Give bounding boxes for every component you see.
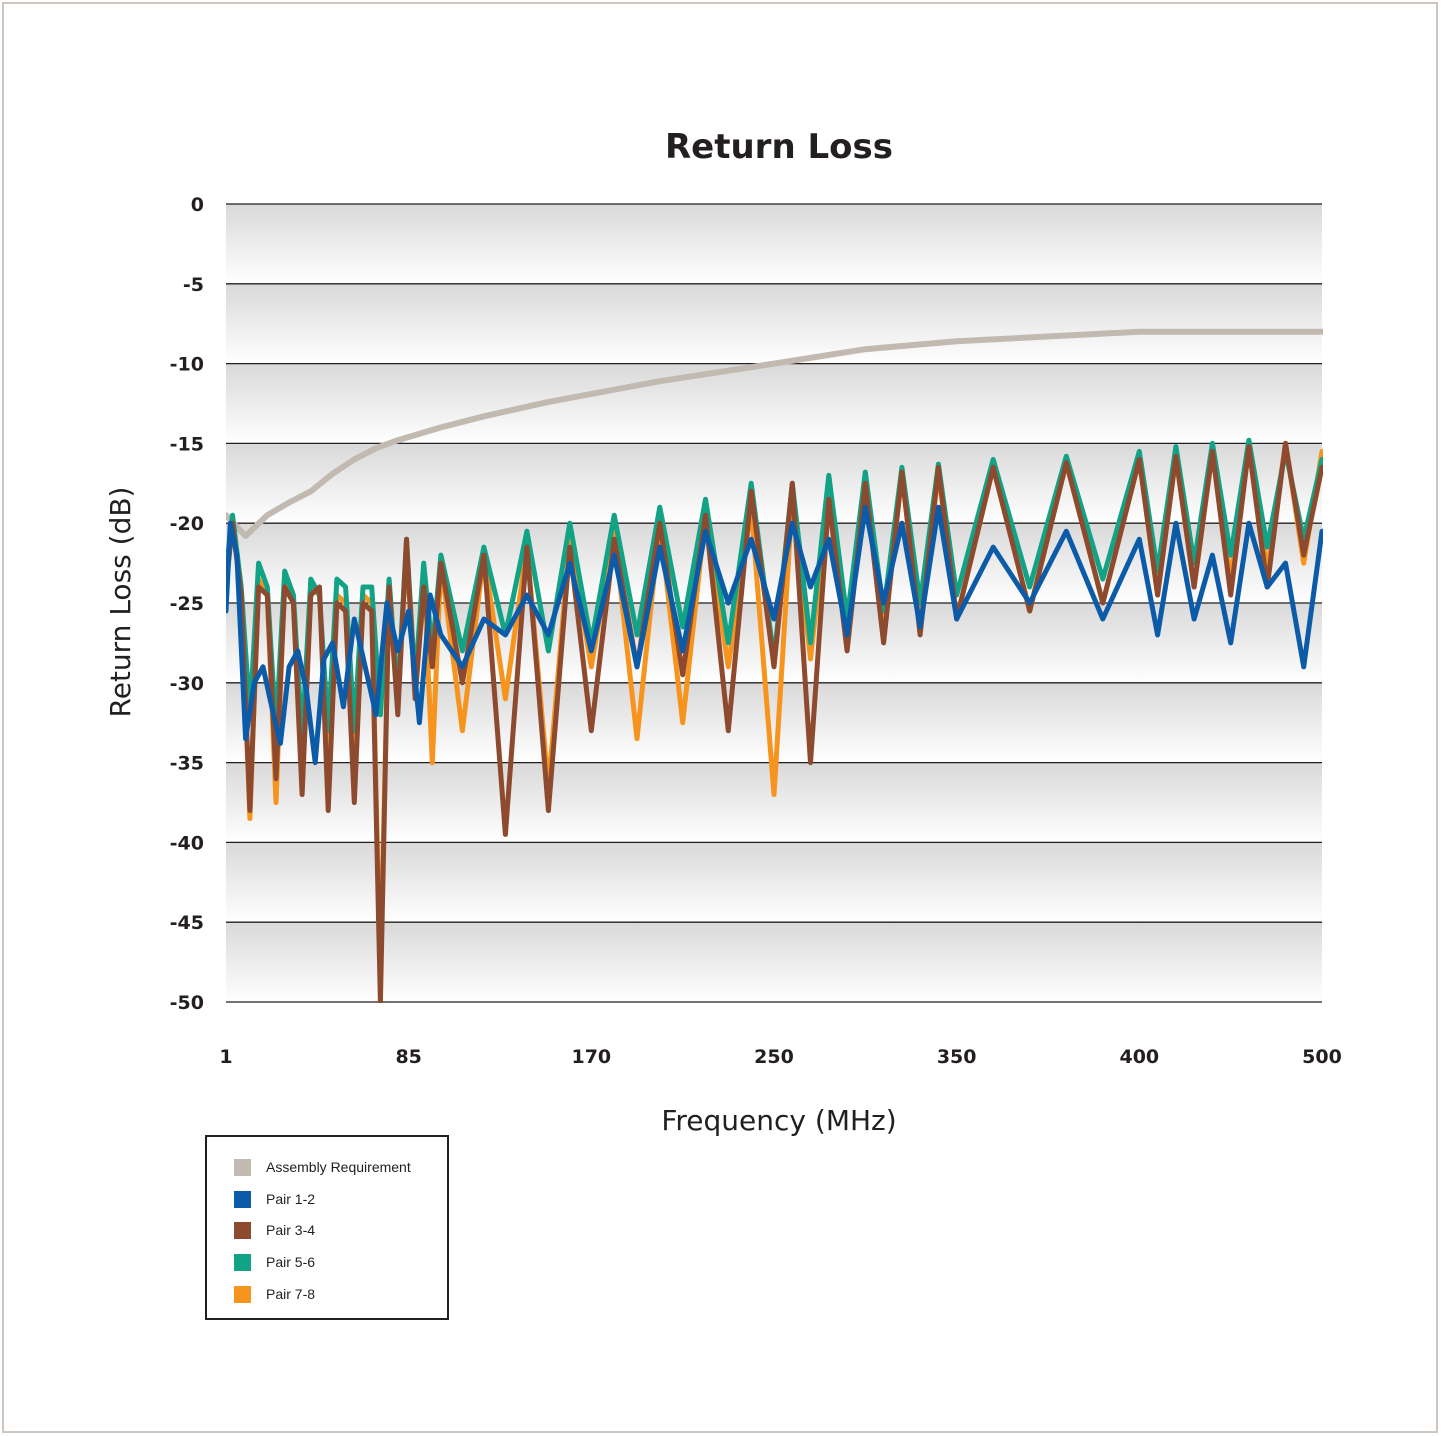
y-tick-label: -30 xyxy=(170,673,204,695)
y-tick-label: -10 xyxy=(170,354,204,376)
y-tick-label: -50 xyxy=(170,992,204,1014)
x-tick-label: 350 xyxy=(937,1046,977,1068)
legend-item-pair-7-8: Pair 7-8 xyxy=(234,1284,315,1304)
legend-swatch xyxy=(234,1191,251,1208)
x-tick-label: 250 xyxy=(754,1046,794,1068)
x-tick-label: 1 xyxy=(219,1046,232,1068)
x-axis-ticks: 1 85 170 250 350 400 500 xyxy=(219,1046,1341,1068)
y-tick-label: -5 xyxy=(183,274,204,296)
legend-item-pair-5-6: Pair 5-6 xyxy=(234,1252,315,1272)
legend-swatch xyxy=(234,1286,251,1303)
plot-band xyxy=(226,364,1322,444)
y-tick-label: -25 xyxy=(170,593,204,615)
plot-band xyxy=(226,842,1322,922)
plot-band xyxy=(226,922,1322,1002)
plot-band xyxy=(226,284,1322,364)
x-axis-label: Frequency (MHz) xyxy=(661,1104,896,1137)
plot-band xyxy=(226,443,1322,523)
legend-item-assembly-requirement: Assembly Requirement xyxy=(234,1157,411,1177)
x-tick-label: 500 xyxy=(1302,1046,1342,1068)
y-tick-label: 0 xyxy=(191,194,204,216)
plot-band xyxy=(226,683,1322,763)
y-tick-label: -20 xyxy=(170,513,204,535)
y-axis-ticks: 0 -5 -10 -15 -20 -25 -30 -35 -40 -45 -50 xyxy=(170,194,204,1014)
legend-swatch xyxy=(234,1254,251,1271)
plot-band xyxy=(226,204,1322,284)
legend-label: Assembly Requirement xyxy=(266,1159,411,1175)
legend-swatch xyxy=(234,1159,251,1176)
y-tick-label: -35 xyxy=(170,753,204,775)
x-tick-label: 170 xyxy=(571,1046,611,1068)
legend-label: Pair 1-2 xyxy=(266,1191,315,1207)
legend-label: Pair 3-4 xyxy=(266,1222,315,1238)
legend-item-pair-3-4: Pair 3-4 xyxy=(234,1220,315,1240)
x-tick-label: 85 xyxy=(395,1046,421,1068)
x-tick-label: 400 xyxy=(1119,1046,1159,1068)
legend-label: Pair 5-6 xyxy=(266,1254,315,1270)
y-tick-label: -15 xyxy=(170,433,204,455)
legend: Assembly Requirement Pair 1-2 Pair 3-4 P… xyxy=(205,1135,449,1320)
y-tick-label: -40 xyxy=(170,832,204,854)
legend-item-pair-1-2: Pair 1-2 xyxy=(234,1189,315,1209)
y-axis-label: Return Loss (dB) xyxy=(104,487,137,718)
chart-title: Return Loss xyxy=(665,127,893,167)
legend-label: Pair 7-8 xyxy=(266,1286,315,1302)
y-tick-label: -45 xyxy=(170,912,204,934)
legend-swatch xyxy=(234,1222,251,1239)
